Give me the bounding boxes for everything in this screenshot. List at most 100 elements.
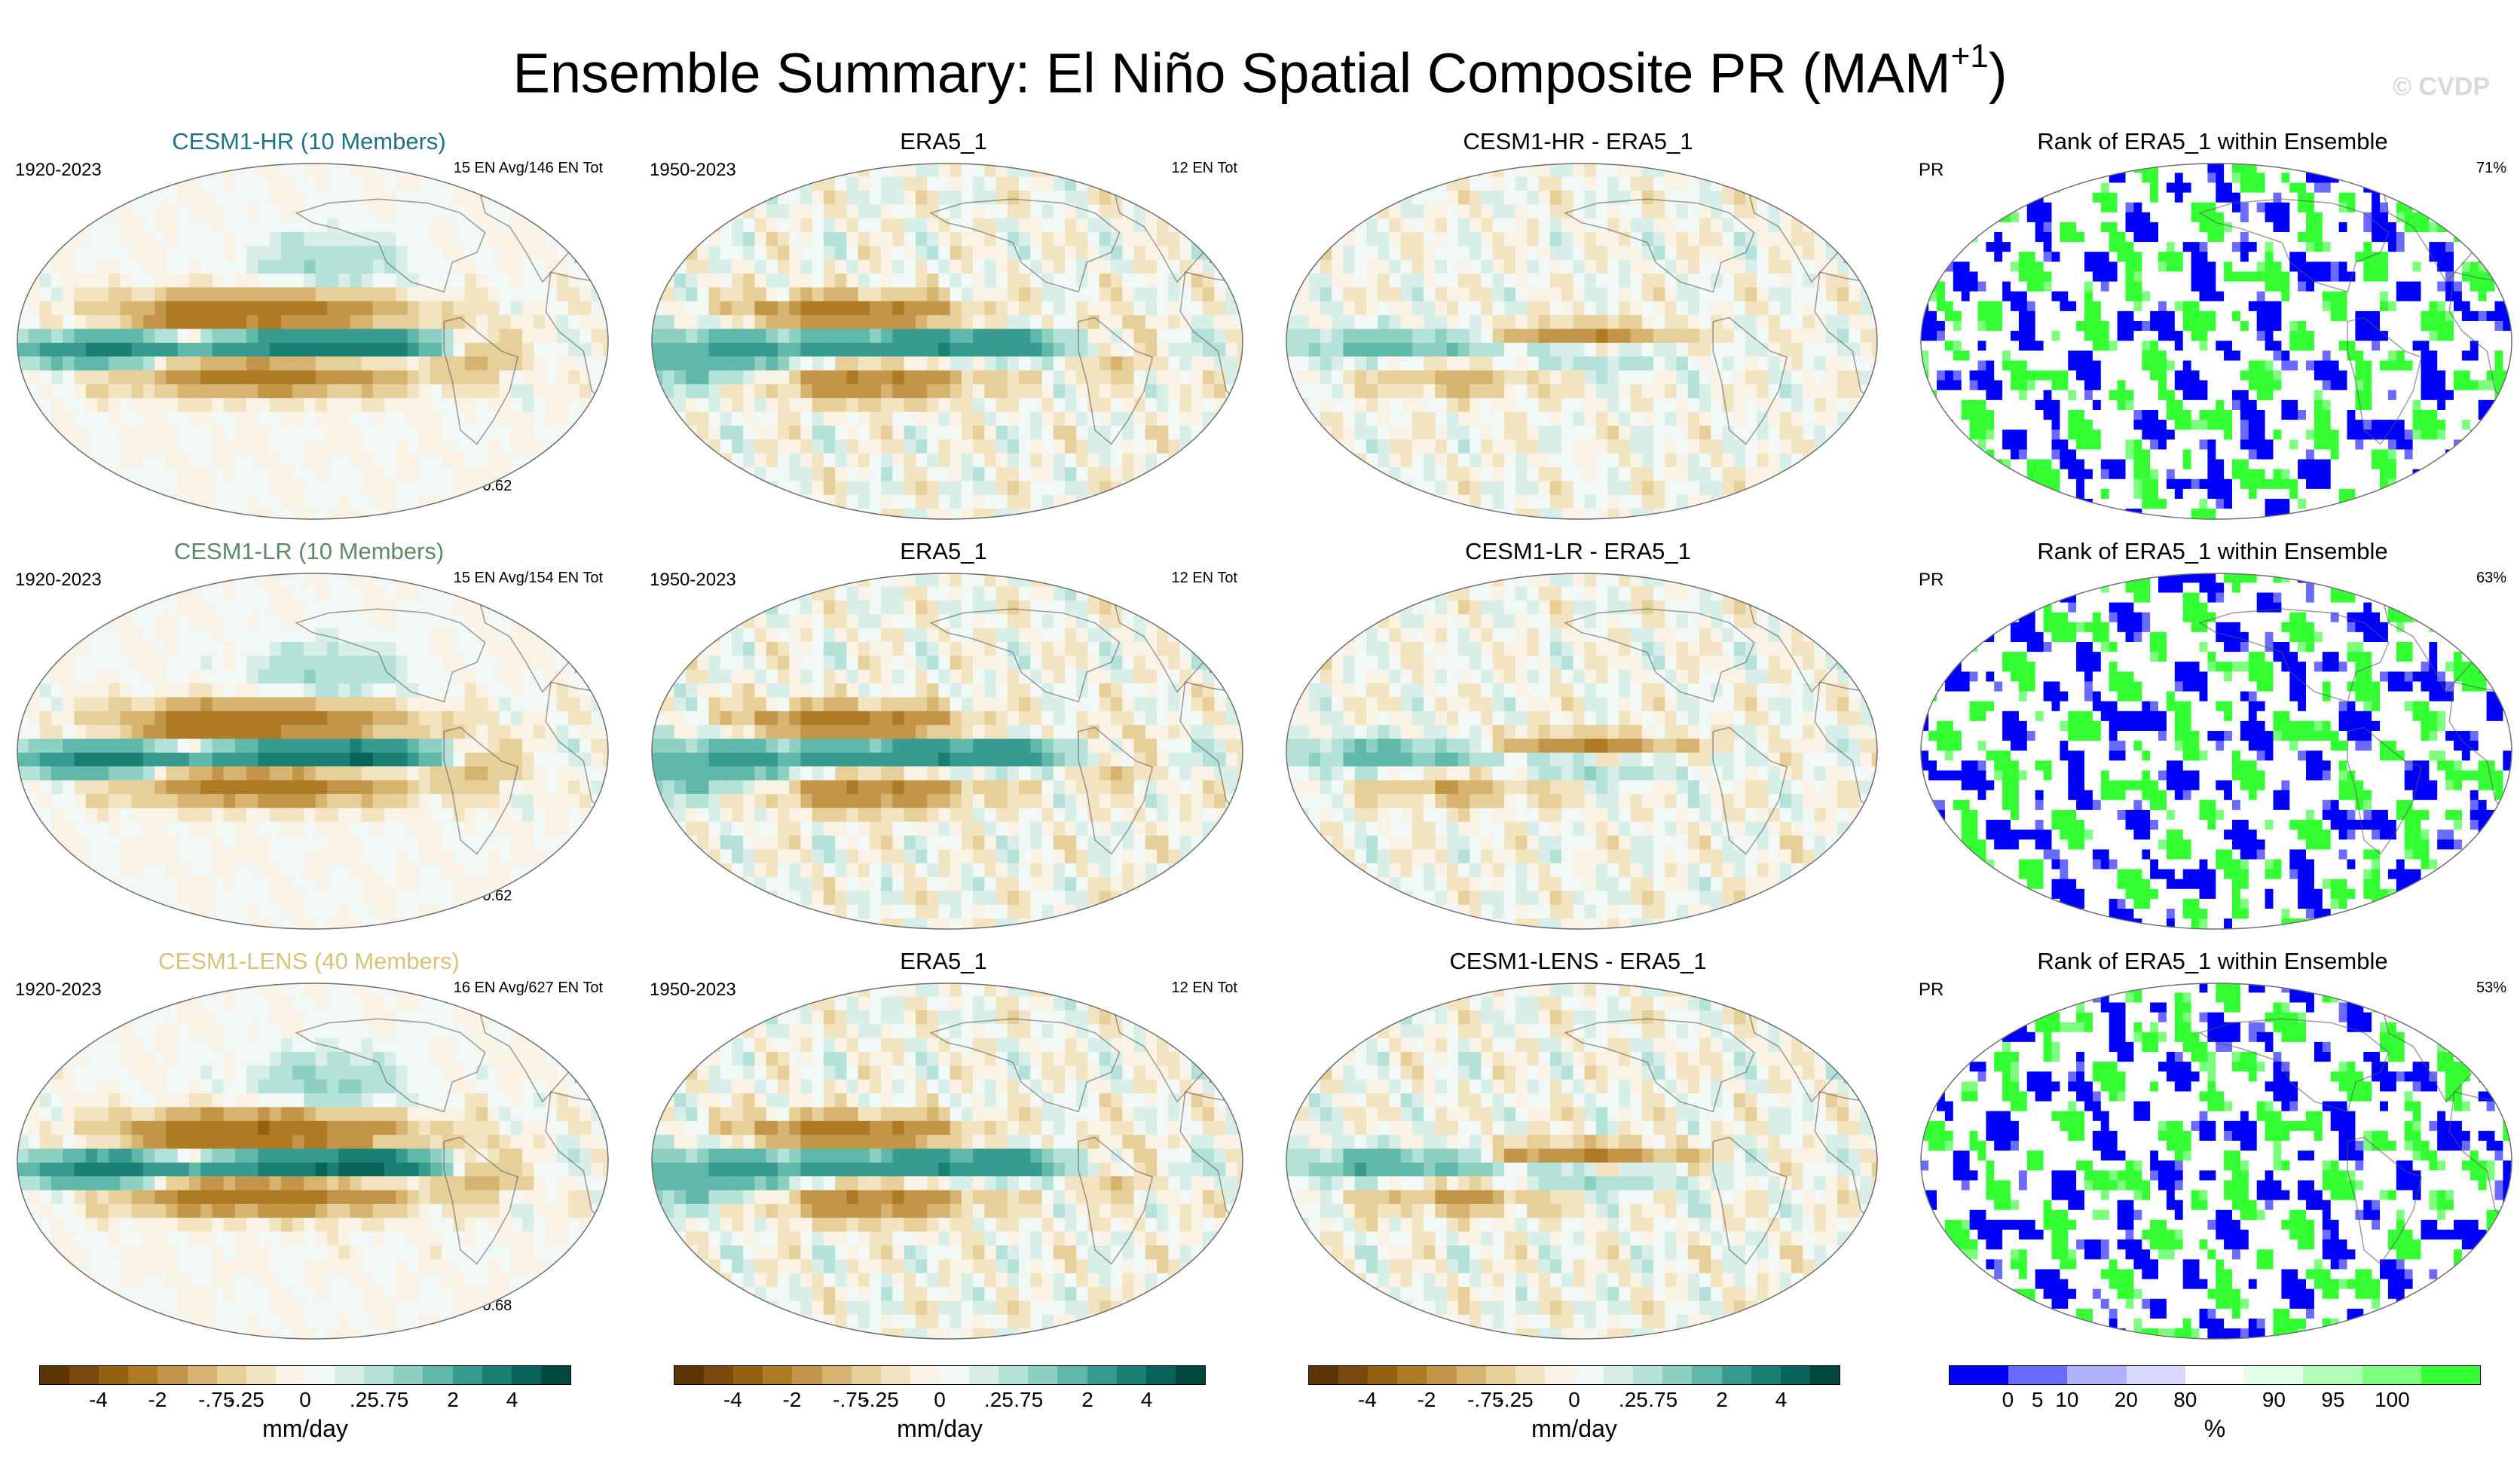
field-cell [961,342,974,358]
field-cell [686,315,699,331]
field-cell [142,259,156,275]
field-cell [384,398,397,414]
field-cell [1733,204,1747,220]
field-cell [766,509,779,519]
field-cell [927,370,940,386]
field-cell [1630,246,1644,261]
field-cell [430,356,443,372]
field-cell [1860,218,1873,234]
field-cell [1007,315,1020,331]
field-cell [1676,315,1690,331]
field-cell [1791,439,1804,455]
field-cell [109,384,121,399]
field-cell [510,481,524,497]
field-cell [1157,232,1170,247]
field-cell [1237,481,1243,497]
field-cell [1527,356,1540,372]
field-cell [258,439,271,455]
field-cell [1837,315,1850,331]
field-cell [1814,467,1827,482]
field-cell [892,218,906,234]
field-cell [476,384,489,399]
field-cell [2109,271,2119,283]
field-cell [754,494,768,510]
field-cell [1111,467,1124,482]
field-cell [407,439,421,455]
field-cell [743,164,756,179]
field-cell [223,494,237,510]
field-cell [1378,426,1390,441]
field-cell [51,342,64,358]
field-cell [430,426,443,441]
field-cell [1779,176,1793,192]
field-cell [109,329,121,344]
field-cell [1641,481,1655,497]
field-cell [109,411,121,427]
field-cell [430,411,443,427]
field-cell [1214,509,1227,519]
field-cell [1203,259,1216,275]
field-cell [2026,182,2037,194]
field-cell [200,259,213,275]
field-cell [1687,232,1701,247]
field-cell [2150,192,2160,204]
field-cell [938,439,952,455]
field-cell [17,274,29,289]
field-cell [904,509,917,519]
field-cell [2043,261,2053,273]
field-cell [280,287,294,303]
field-cell [1320,384,1333,399]
field-cell [984,494,997,510]
field-cell [315,509,329,519]
field-cell [120,301,133,316]
field-cell [1921,173,1930,184]
field-cell [1595,467,1609,482]
field-cell [1961,182,1971,194]
field-cell [350,191,362,206]
field-cell [1446,287,1460,303]
field-cell [2043,271,2053,283]
field-cell [823,356,836,372]
field-cell [1803,398,1815,414]
field-cell [1825,176,1839,192]
field-cell [1699,426,1712,441]
field-cell [350,426,362,441]
field-cell [995,329,1009,344]
field-cell [2174,242,2185,253]
field-cell [442,384,454,399]
field-cell [1297,232,1310,247]
field-cell [1961,202,1971,214]
field-cell [1065,356,1078,372]
field-cell [2461,232,2472,243]
field-cell [280,453,294,469]
field-cell [2363,164,2373,174]
field-cell [1969,242,1979,253]
field-cell [1779,481,1793,497]
field-cell [1757,356,1769,372]
field-cell [1354,467,1368,482]
field-cell [2248,252,2259,263]
field-cell [835,329,848,344]
field-cell [732,356,745,372]
field-cell [1111,453,1124,469]
field-cell [777,218,791,234]
field-cell [869,342,882,358]
field-cell [1849,411,1861,427]
field-cell [39,329,53,344]
field-cell [304,315,317,331]
field-cell [2240,164,2250,174]
field-cell [858,218,871,234]
field-cell [418,481,432,497]
field-cell [869,259,882,275]
field-cell [1791,494,1804,510]
field-cell [2084,182,2094,194]
field-cell [1157,315,1170,331]
field-cell [39,218,53,234]
field-cell [1041,191,1055,206]
field-cell [591,329,604,344]
field-cell [1641,384,1655,399]
field-cell [2273,212,2283,224]
field-cell [1745,356,1758,372]
field-cell [442,218,454,234]
field-cell [927,356,940,372]
